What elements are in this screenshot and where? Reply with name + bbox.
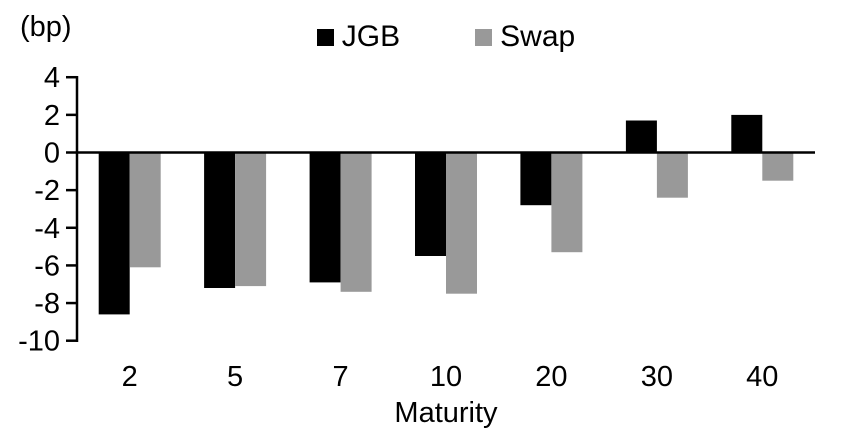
y-tick-label: 2: [44, 100, 60, 132]
bar-swap-7: [340, 152, 372, 292]
bar-swap-30: [656, 152, 688, 198]
x-category-label: 20: [535, 361, 567, 393]
legend: JGB Swap: [77, 22, 815, 52]
y-axis-unit-label: (bp): [20, 11, 72, 43]
y-tick-label: -4: [34, 213, 60, 245]
y-tick-label: 0: [44, 138, 60, 170]
bar-swap-20: [551, 152, 583, 253]
bar-jgb-40: [731, 114, 763, 153]
legend-item-swap: Swap: [475, 22, 575, 52]
bar-jgb-10: [415, 152, 446, 256]
y-tick-label: -10: [18, 326, 60, 358]
x-category-label: 5: [227, 361, 243, 393]
y-tick-label: -2: [34, 175, 60, 207]
x-axis-title: Maturity: [394, 397, 498, 429]
bar-swap-40: [762, 152, 794, 181]
bar-jgb-7: [309, 152, 341, 283]
bar-jgb-20: [520, 152, 552, 206]
legend-swatch-jgb-icon: [316, 28, 334, 46]
bar-swap-10: [446, 152, 477, 294]
legend-label-jgb: JGB: [341, 20, 401, 53]
y-tick-label: -8: [34, 288, 60, 320]
bar-jgb-30: [625, 120, 657, 153]
bar-swap-2: [129, 152, 161, 268]
legend-label-swap: Swap: [500, 20, 576, 53]
bar-swap-5: [235, 152, 267, 287]
x-category-label: 7: [333, 361, 349, 393]
bar-jgb-5: [204, 152, 236, 288]
x-category-label: 2: [122, 361, 138, 393]
y-tick-label: 4: [44, 62, 60, 94]
legend-swatch-swap-icon: [475, 28, 493, 46]
bar-jgb-2: [98, 152, 130, 315]
y-tick-label: -6: [34, 250, 60, 282]
x-category-label: 40: [746, 361, 778, 393]
x-category-label: 30: [641, 361, 673, 393]
x-category-label: 10: [430, 361, 462, 393]
legend-item-jgb: JGB: [316, 20, 401, 53]
